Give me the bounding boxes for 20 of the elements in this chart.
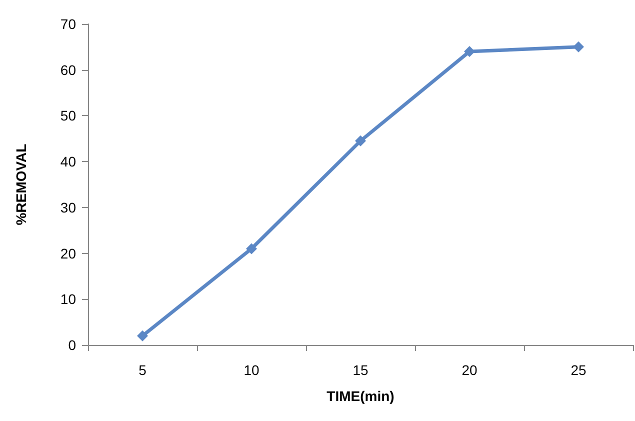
point (573, 41, 584, 52)
y-axis-title: %REMOVAL (13, 143, 29, 226)
x-tick-label: 25 (570, 362, 586, 378)
y-tick-label: 40 (60, 154, 76, 170)
x-tick-label: 20 (462, 362, 478, 378)
x-tick-label: 10 (244, 362, 260, 378)
y-tick-label: 50 (60, 108, 76, 124)
point (355, 135, 366, 146)
point (246, 243, 257, 254)
x-tick-label: 15 (352, 362, 368, 378)
y-tick-label: 70 (60, 16, 76, 32)
x-tick-label: 5 (138, 362, 147, 378)
y-tick-label: 60 (60, 62, 76, 78)
y-tick-label: 10 (60, 291, 76, 308)
y-tick-label: 20 (60, 245, 76, 262)
point (464, 46, 475, 58)
y-tick-label: 30 (60, 199, 76, 216)
point (137, 330, 148, 342)
y-tick-label: 0 (68, 337, 76, 353)
x-axis-title: TIME(min) (326, 388, 394, 404)
